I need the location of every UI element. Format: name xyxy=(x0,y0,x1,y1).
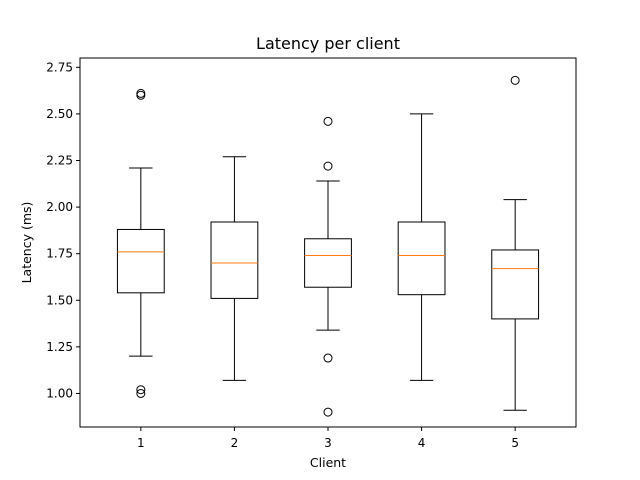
x-tick-label: 3 xyxy=(324,436,332,450)
y-tick-label: 1.75 xyxy=(46,247,73,261)
y-axis: 1.00 1.25 1.50 1.75 2.00 2.25 2.50 2.75 xyxy=(46,60,80,400)
outlier-point xyxy=(136,388,146,398)
x-tick-label: 5 xyxy=(511,436,519,450)
outlier-point xyxy=(136,88,146,98)
iqr-box xyxy=(397,221,446,296)
iqr-box xyxy=(304,238,352,288)
outlier-point xyxy=(510,75,520,85)
box-5 xyxy=(491,75,540,411)
box-4 xyxy=(397,113,446,381)
y-tick-label: 2.00 xyxy=(46,200,73,214)
box-1 xyxy=(116,88,165,398)
iqr-box xyxy=(491,249,540,320)
box-3 xyxy=(304,116,352,417)
outlier-point xyxy=(136,90,146,100)
x-tick-label: 2 xyxy=(231,436,239,450)
y-tick-label: 1.50 xyxy=(46,293,73,307)
iqr-box xyxy=(210,221,259,299)
plot-area xyxy=(116,75,540,417)
chart-title: Latency per client xyxy=(256,34,400,53)
outlier-point xyxy=(323,161,333,171)
outlier-point xyxy=(323,353,333,363)
y-tick-label: 2.75 xyxy=(46,60,73,74)
y-tick-label: 1.25 xyxy=(46,340,73,354)
iqr-box xyxy=(116,228,165,294)
axes-frame xyxy=(79,57,577,428)
y-tick-label: 2.50 xyxy=(46,107,73,121)
x-axis-label: Client xyxy=(310,455,346,470)
outlier-point xyxy=(136,385,146,395)
y-tick-label: 1.00 xyxy=(46,386,73,400)
box-2 xyxy=(210,156,259,381)
y-tick-label: 2.25 xyxy=(46,154,73,168)
outlier-point xyxy=(323,116,333,126)
x-tick-label: 1 xyxy=(137,436,145,450)
outlier-point xyxy=(323,407,333,417)
y-axis-label: Latency (ms) xyxy=(19,202,34,284)
x-tick-label: 4 xyxy=(418,436,426,450)
x-axis: 1 2 3 4 5 xyxy=(137,427,519,450)
